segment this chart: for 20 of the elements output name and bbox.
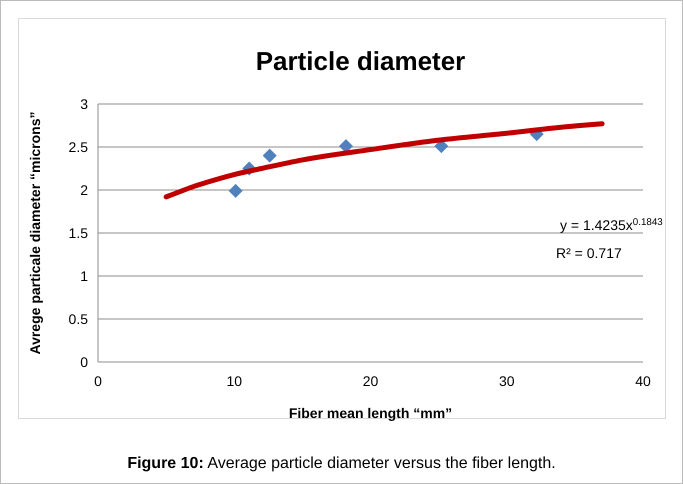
caption: Figure 10: Average particle diameter versus the fiber length. <box>127 455 556 472</box>
y-tick-label: 2.5 <box>68 138 88 155</box>
y-tick-label: 3 <box>80 96 88 112</box>
x-axis-title: Fiber mean length “mm” <box>288 405 452 421</box>
y-tick-label: 0 <box>80 354 88 370</box>
x-tick-label: 10 <box>226 373 242 389</box>
point <box>262 148 277 163</box>
y-tick-label: 0.5 <box>68 310 88 327</box>
x-tick-label: 40 <box>635 373 651 389</box>
y-tick-label: 2 <box>80 182 88 198</box>
annotation: R² = 0.717 <box>556 245 622 261</box>
y-tick-label: 1.5 <box>68 224 88 241</box>
y-axis-title: Avrege particale diameter “microns” <box>27 111 43 355</box>
annotation: y = 1.4235x$^{0.1843}$ <box>560 216 664 233</box>
x-tick-label: 30 <box>498 373 515 389</box>
chart-title: Particle diameter <box>256 46 466 76</box>
y-tick-label: 1 <box>80 268 88 284</box>
point <box>228 184 243 198</box>
x-tick-label: 0 <box>94 373 102 389</box>
x-tick-label: 20 <box>362 373 378 389</box>
